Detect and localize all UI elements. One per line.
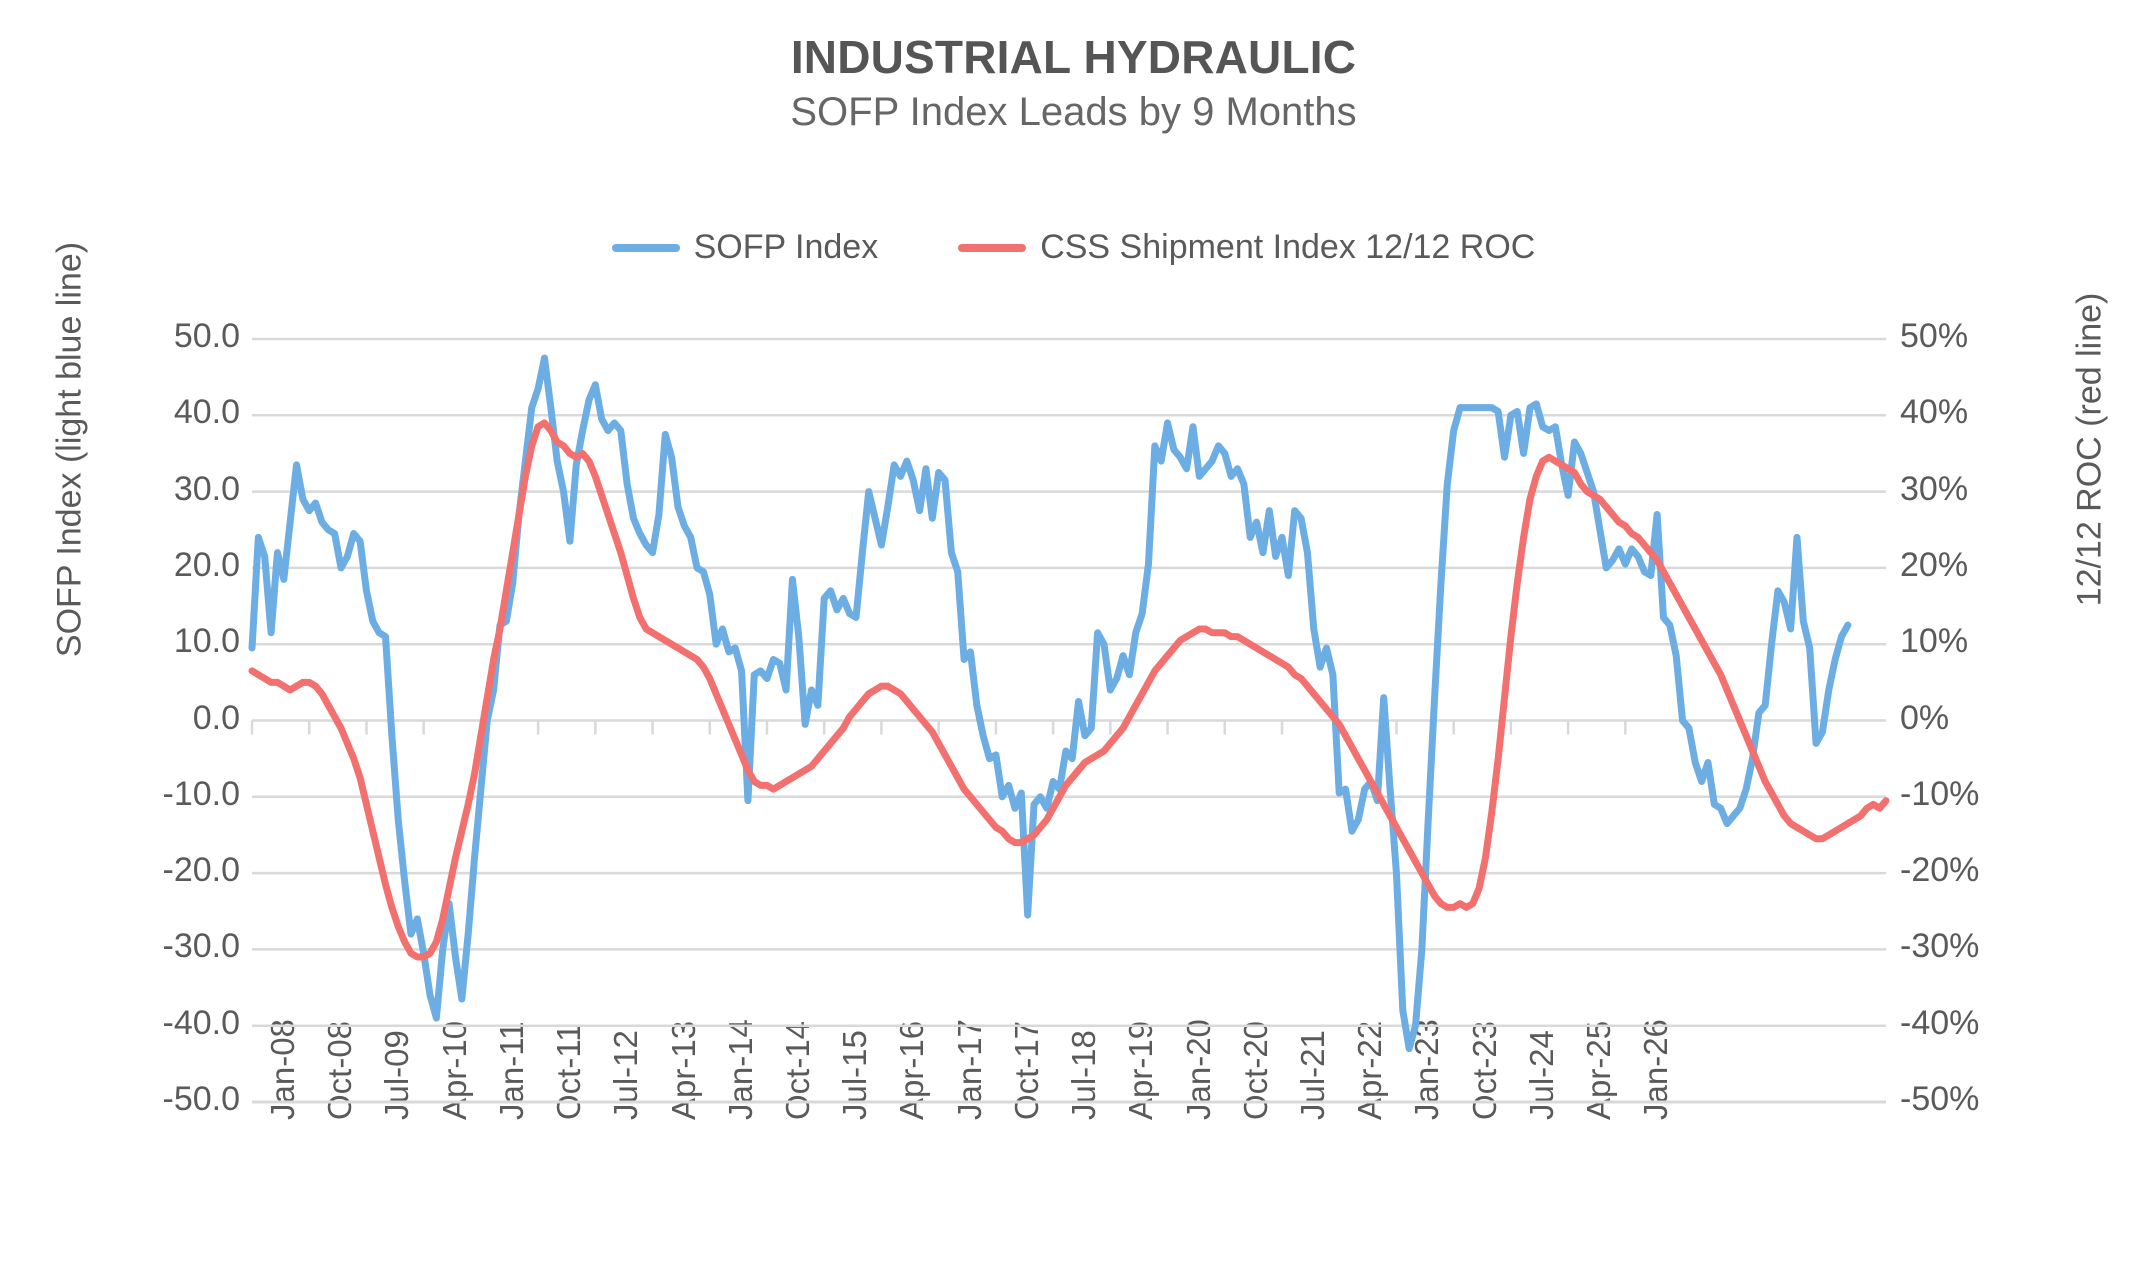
legend-label-sofp: SOFP Index: [693, 228, 879, 266]
legend-label-css: CSS Shipment Index 12/12 ROC: [1040, 228, 1536, 266]
y-tick-right: 50%: [1900, 317, 1969, 355]
y-tick-left: 30.0: [173, 469, 240, 508]
y-tick-left: -30.0: [162, 927, 241, 966]
legend-swatch-css: [958, 243, 1027, 252]
y-tick-right: -20%: [1900, 851, 1980, 890]
y-tick-right: -10%: [1900, 774, 1980, 813]
y-tick-left: 40.0: [173, 393, 240, 432]
series-line-css[interactable]: [248, 419, 1890, 961]
page-subtitle: SOFP Index Leads by 9 Months: [790, 90, 1357, 134]
series-line-sofp[interactable]: [248, 354, 1852, 1053]
y-tick-left: -10.0: [162, 774, 241, 813]
y-tick-right: 20%: [1900, 545, 1969, 584]
legend-swatch-sofp: [611, 243, 680, 252]
y-axis-ticks-left: 50.0 40.0 30.0 20.0 10.0 0.0 -10.0 -20.0 -30.0 -4…: [60, 0, 241, 1275]
legend-item-css[interactable]: CSS Shipment Index 12/12 ROC: [958, 228, 1535, 267]
y-tick-left: -20.0: [162, 851, 241, 890]
page-title: INDUSTRIAL HYDRAULIC: [790, 31, 1357, 83]
y-tick-right: 10%: [1900, 622, 1969, 661]
y-tick-right: -40%: [1900, 1003, 1980, 1042]
y-tick-left: 50.0: [173, 317, 240, 355]
y-tick-right: 30%: [1900, 469, 1969, 508]
y-axis-ticks-right: 50% 40% 30% 20% 10% 0% -10% -20% -30% -40% -50%: [1900, 0, 2100, 1275]
y-tick-left: 10.0: [173, 622, 240, 661]
y-tick-right: 40%: [1900, 393, 1969, 432]
y-tick-right: 0%: [1900, 698, 1950, 737]
y-tick-left: 0.0: [192, 698, 240, 737]
legend-item-sofp[interactable]: SOFP Index: [611, 228, 879, 267]
y-tick-left: -40.0: [162, 1003, 241, 1042]
y-tick-right: -30%: [1900, 927, 1980, 966]
y-tick-left: -50.0: [162, 1080, 241, 1118]
y-tick-left: 20.0: [173, 545, 240, 584]
y-tick-right: -50%: [1900, 1080, 1980, 1118]
chart-legend: SOFP Index CSS Shipment Index 12/12 ROC: [0, 228, 2147, 267]
